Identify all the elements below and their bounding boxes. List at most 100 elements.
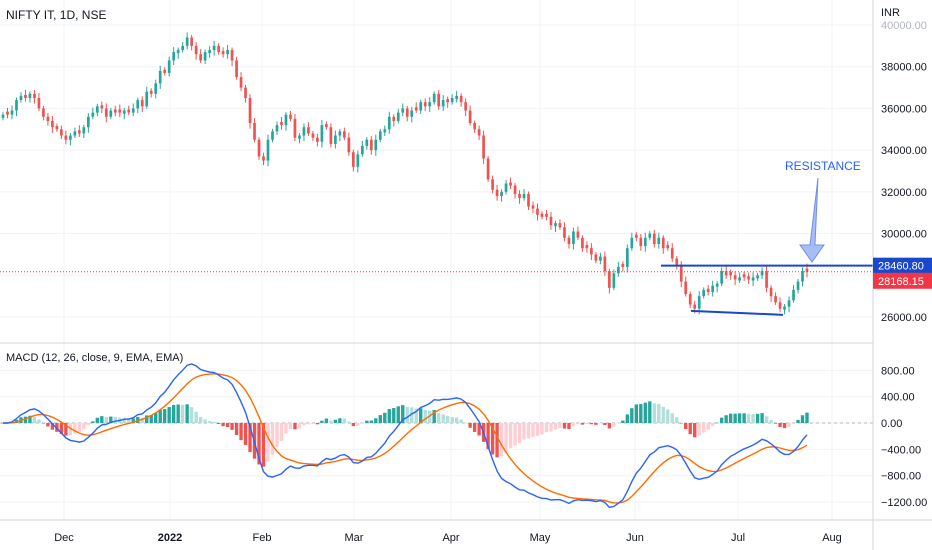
- candle-body: [289, 114, 292, 119]
- macd-histogram-bar: [526, 423, 531, 439]
- macd-histogram-bar: [746, 413, 751, 423]
- candle: [581, 235, 584, 252]
- macd-histogram-bar: [477, 423, 481, 436]
- macd-histogram-bar: [50, 423, 55, 430]
- candle: [608, 268, 611, 294]
- macd-histogram-bar: [661, 406, 665, 423]
- macd-histogram-bar: [194, 411, 198, 423]
- candle: [441, 95, 445, 111]
- candle-body: [693, 304, 697, 309]
- macd-histogram-bar: [77, 423, 82, 432]
- candle-body: [450, 98, 454, 103]
- candle-body: [78, 130, 81, 134]
- macd-histogram-bar: [571, 423, 576, 426]
- candle: [356, 150, 360, 173]
- candle-body: [307, 127, 310, 134]
- candle-body: [266, 139, 270, 161]
- candle: [131, 103, 135, 117]
- candle-body: [190, 37, 193, 46]
- candle-body: [334, 135, 337, 144]
- macd-histogram-bar: [154, 412, 158, 423]
- candle: [248, 94, 252, 129]
- candle-body: [1, 114, 5, 118]
- macd-histogram-bar: [131, 418, 135, 423]
- macd-histogram-bar: [724, 415, 728, 423]
- time-tick-label: May: [530, 532, 551, 544]
- candle-body: [603, 256, 607, 272]
- candle: [437, 90, 441, 110]
- macd-histogram-bar: [378, 415, 382, 423]
- candle: [280, 116, 283, 130]
- candle: [365, 137, 369, 150]
- time-axis[interactable]: Dec 2022 Feb Mar Apr May Jun Jul Aug: [54, 532, 842, 544]
- candle-body: [733, 275, 737, 280]
- candle: [230, 47, 234, 67]
- macd-histogram-bar: [225, 423, 230, 428]
- candle-body: [428, 102, 432, 107]
- macd-histogram-bar: [185, 404, 189, 423]
- macd-histogram-bar: [576, 423, 580, 425]
- macd-histogram-bar: [86, 423, 91, 426]
- candle-body: [149, 90, 153, 94]
- candle-body: [239, 77, 243, 88]
- candle-body: [212, 45, 216, 51]
- macd-histogram-bar: [733, 413, 737, 423]
- candle-body: [783, 306, 786, 310]
- candle-body: [774, 296, 777, 303]
- macd-histogram-bar: [64, 423, 68, 436]
- candle-body: [540, 213, 544, 217]
- candle-body: [226, 50, 229, 55]
- candle-body: [747, 276, 750, 280]
- macd-indicator-label[interactable]: MACD (12, 26, close, 9, EMA, EMA): [6, 352, 183, 364]
- candle: [1, 112, 5, 121]
- candle-body: [100, 105, 104, 109]
- candle: [271, 128, 274, 143]
- candle: [15, 97, 18, 117]
- candle: [298, 133, 301, 144]
- candle-body: [558, 223, 562, 228]
- candle-body: [576, 231, 580, 238]
- time-tick-label: Dec: [54, 532, 74, 544]
- candle-body: [51, 120, 54, 128]
- candle-body: [688, 294, 692, 305]
- macd-line: [3, 363, 808, 509]
- price-tick-label: 40000.00: [881, 20, 927, 32]
- macd-histogram-bar: [589, 423, 594, 425]
- price-axis[interactable]: 26000.0028000.0030000.0032000.0034000.00…: [873, 20, 932, 324]
- candle: [28, 91, 32, 103]
- macd-histogram-bar: [275, 423, 279, 448]
- candle: [765, 266, 768, 293]
- candle-body: [554, 223, 557, 227]
- macd-histogram-bar: [791, 423, 796, 424]
- candle-body: [221, 51, 225, 55]
- candle-body: [343, 131, 346, 138]
- candle: [253, 118, 256, 143]
- candle-body: [459, 95, 463, 103]
- candle: [652, 229, 656, 248]
- candle-body: [612, 273, 616, 288]
- macd-histogram-bar: [266, 423, 270, 462]
- macd-tick-label: −1200.00: [881, 497, 927, 509]
- candle-body: [351, 152, 355, 167]
- candle-body: [248, 98, 252, 124]
- candle-body: [684, 281, 688, 295]
- macd-histogram-bar: [198, 416, 203, 423]
- candle: [284, 112, 288, 131]
- price-tick-label: 26000.00: [881, 312, 927, 324]
- macd-histogram-bar: [463, 422, 468, 424]
- candle: [24, 89, 27, 102]
- candle-body: [414, 107, 418, 111]
- macd-histogram-bar: [710, 423, 715, 427]
- candle-body: [203, 52, 207, 61]
- candle: [100, 101, 104, 114]
- macd-histogram-bar: [383, 412, 387, 423]
- macd-histogram-bar: [288, 423, 293, 430]
- candle-body: [769, 287, 773, 297]
- symbol-title[interactable]: NIFTY IT, 1D, NSE: [6, 8, 106, 22]
- candle: [221, 47, 225, 58]
- macd-histogram-bar: [517, 423, 522, 444]
- candle: [410, 106, 414, 123]
- candle-body: [657, 237, 661, 244]
- macd-axis[interactable]: 800.00 400.00 0.00 −400.00 −800.00 −1200.00: [881, 365, 927, 509]
- candle-body: [491, 179, 494, 190]
